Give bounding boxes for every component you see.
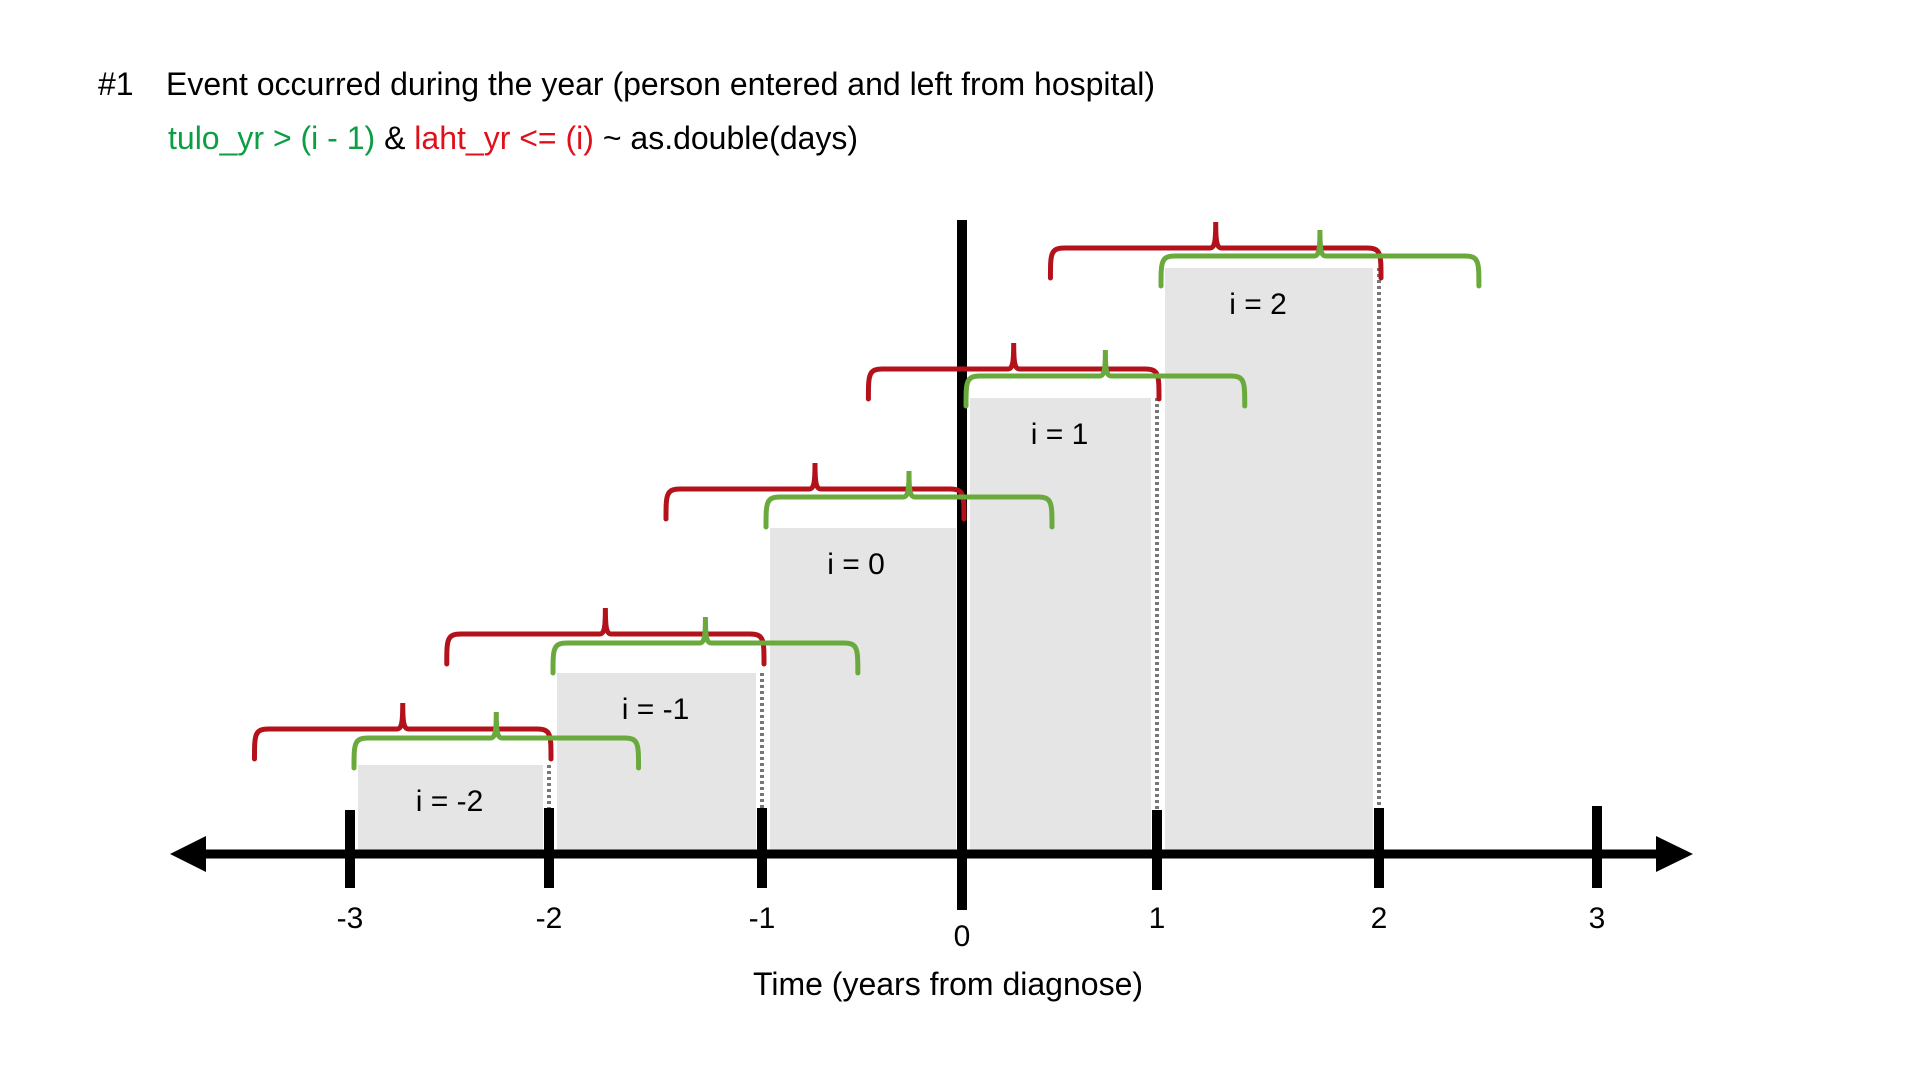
step-box — [358, 765, 543, 854]
formula-ampersand: & — [375, 120, 415, 156]
tick-label: -3 — [337, 902, 364, 935]
step-label: i = 0 — [827, 548, 885, 581]
axis-arrow-right — [1656, 836, 1693, 872]
diagram-title: Event occurred during the year (person e… — [166, 66, 1155, 102]
step-label: i = 2 — [1229, 288, 1287, 321]
time-axis — [170, 220, 1693, 910]
step-label: i = -1 — [622, 693, 690, 726]
tick-label: -1 — [749, 902, 776, 935]
step-box — [1165, 268, 1373, 854]
formula-red-condition: laht_yr <= (i) — [414, 120, 594, 156]
green-brace — [351, 711, 642, 771]
green-brace — [550, 616, 861, 676]
red-brace — [663, 462, 967, 522]
axis-arrow-left — [170, 836, 206, 872]
green-brace — [763, 470, 1055, 530]
tick-label: 3 — [1589, 902, 1606, 935]
step-box — [557, 673, 756, 854]
step-label: i = -2 — [416, 785, 484, 818]
red-brace — [865, 342, 1162, 402]
labels: -3 -2 -1 0 1 2 3 Time (years from diagnose) i = … — [337, 288, 1606, 1002]
formula-green-condition: tulo_yr > (i - 1) — [168, 120, 376, 156]
tick-label: 0 — [954, 920, 971, 953]
step-label: i = 1 — [1031, 418, 1089, 451]
formula-rest: ~ as.double(days) — [593, 120, 859, 156]
red-brace — [1047, 221, 1384, 281]
axis-label: Time (years from diagnose) — [753, 966, 1143, 1002]
green-brace — [1158, 229, 1482, 289]
tick-label: -2 — [536, 902, 563, 935]
formula: tulo_yr > (i - 1) & laht_yr <= (i) ~ as.… — [168, 120, 858, 157]
step-box — [970, 398, 1151, 854]
red-brace — [251, 702, 554, 762]
step-box — [770, 528, 956, 854]
tick-label: 1 — [1149, 902, 1166, 935]
red-brace — [444, 607, 767, 667]
section-number: #1 — [98, 66, 134, 102]
tick-label: 2 — [1371, 902, 1388, 935]
green-brace — [963, 349, 1248, 409]
step-boxes — [358, 268, 1373, 854]
braces — [251, 221, 1482, 771]
